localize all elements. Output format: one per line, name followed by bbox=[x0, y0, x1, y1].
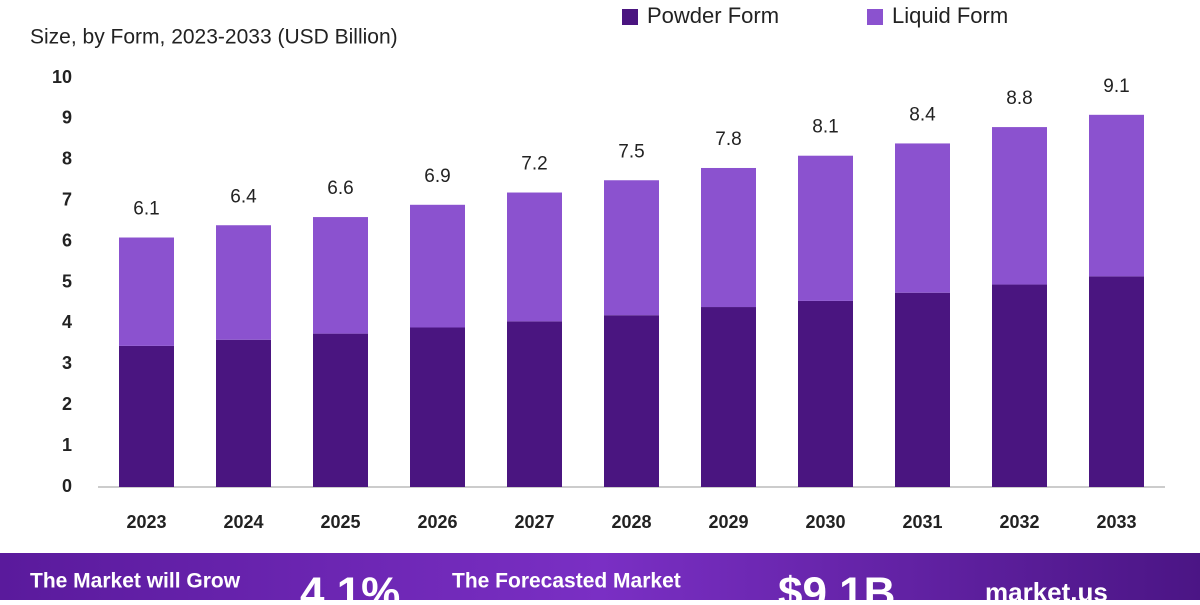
bar-segment bbox=[313, 333, 368, 487]
legend: Powder Form Liquid Form bbox=[622, 3, 1008, 28]
data-label: 6.6 bbox=[327, 178, 353, 199]
data-label: 6.9 bbox=[424, 166, 450, 187]
y-tick-label: 1 bbox=[62, 435, 72, 455]
bar-segment bbox=[798, 300, 853, 487]
subtitle: Size, by Form, 2023-2033 (USD Billion) bbox=[30, 26, 398, 49]
x-tick-label: 2025 bbox=[320, 512, 360, 532]
data-label: 8.1 bbox=[812, 117, 838, 138]
data-label: 7.5 bbox=[618, 141, 644, 162]
data-label: 6.1 bbox=[133, 199, 159, 220]
bar-segment bbox=[410, 327, 465, 487]
x-tick-label: 2028 bbox=[611, 512, 651, 532]
data-label: 9.1 bbox=[1103, 76, 1129, 97]
y-tick-label: 4 bbox=[62, 312, 72, 332]
plot-area: 0 1 2 3 4 5 6 7 8 9 10 6.1 2023 6.4 2024 6.6 2025 6.9 2026… bbox=[52, 67, 1165, 532]
y-tick-label: 3 bbox=[62, 353, 72, 373]
footer-banner bbox=[0, 553, 1200, 600]
bar-segment bbox=[507, 321, 562, 487]
y-tick-label: 8 bbox=[62, 149, 72, 169]
brand: market.us bbox=[985, 577, 1108, 600]
bar-segment bbox=[992, 284, 1047, 487]
y-tick-label: 9 bbox=[62, 108, 72, 128]
y-tick-label: 7 bbox=[62, 189, 72, 209]
x-tick-label: 2029 bbox=[708, 512, 748, 532]
x-tick-label: 2030 bbox=[805, 512, 845, 532]
x-tick-label: 2031 bbox=[902, 512, 942, 532]
bar-segment bbox=[507, 192, 562, 322]
data-label: 8.8 bbox=[1006, 88, 1032, 109]
data-label: 6.4 bbox=[230, 186, 257, 207]
bar-segment bbox=[1089, 276, 1144, 487]
x-tick-label: 2032 bbox=[999, 512, 1039, 532]
bar-segment bbox=[798, 155, 853, 301]
data-label: 8.4 bbox=[909, 104, 936, 125]
bar-segment bbox=[992, 127, 1047, 285]
legend-label: Powder Form bbox=[647, 3, 779, 28]
x-tick-label: 2027 bbox=[514, 512, 554, 532]
y-tick-label: 2 bbox=[62, 394, 72, 414]
data-label: 7.2 bbox=[521, 154, 547, 175]
legend-label: Liquid Form bbox=[892, 3, 1008, 28]
bar-segment bbox=[1089, 114, 1144, 277]
x-tick-label: 2033 bbox=[1096, 512, 1136, 532]
footer-text: The Market will Grow bbox=[30, 570, 241, 593]
bar-segment bbox=[604, 315, 659, 487]
bar-segment bbox=[119, 237, 174, 346]
footer-text: The Forecasted Market bbox=[452, 570, 681, 593]
data-label: 7.8 bbox=[715, 129, 741, 150]
bar-segment bbox=[895, 292, 950, 487]
x-tick-label: 2026 bbox=[417, 512, 457, 532]
bar-segment bbox=[895, 143, 950, 293]
bar-segment bbox=[701, 307, 756, 487]
x-tick-label: 2023 bbox=[126, 512, 166, 532]
bar-segment bbox=[119, 345, 174, 487]
y-tick-label: 6 bbox=[62, 230, 72, 250]
bar-segment bbox=[604, 180, 659, 316]
footer-cagr: 4.1% bbox=[300, 569, 400, 600]
footer-value: $9.1B bbox=[778, 569, 895, 600]
bar-segment bbox=[313, 217, 368, 334]
bar-segment bbox=[216, 225, 271, 340]
y-tick-label: 10 bbox=[52, 67, 72, 87]
bar-segment bbox=[701, 167, 756, 308]
legend-swatch bbox=[622, 9, 638, 25]
bar-segment bbox=[410, 204, 465, 328]
legend-swatch bbox=[867, 9, 883, 25]
bar-segment bbox=[216, 339, 271, 487]
y-tick-label: 5 bbox=[62, 271, 72, 291]
x-tick-label: 2024 bbox=[223, 512, 263, 532]
y-tick-label: 0 bbox=[62, 476, 72, 496]
